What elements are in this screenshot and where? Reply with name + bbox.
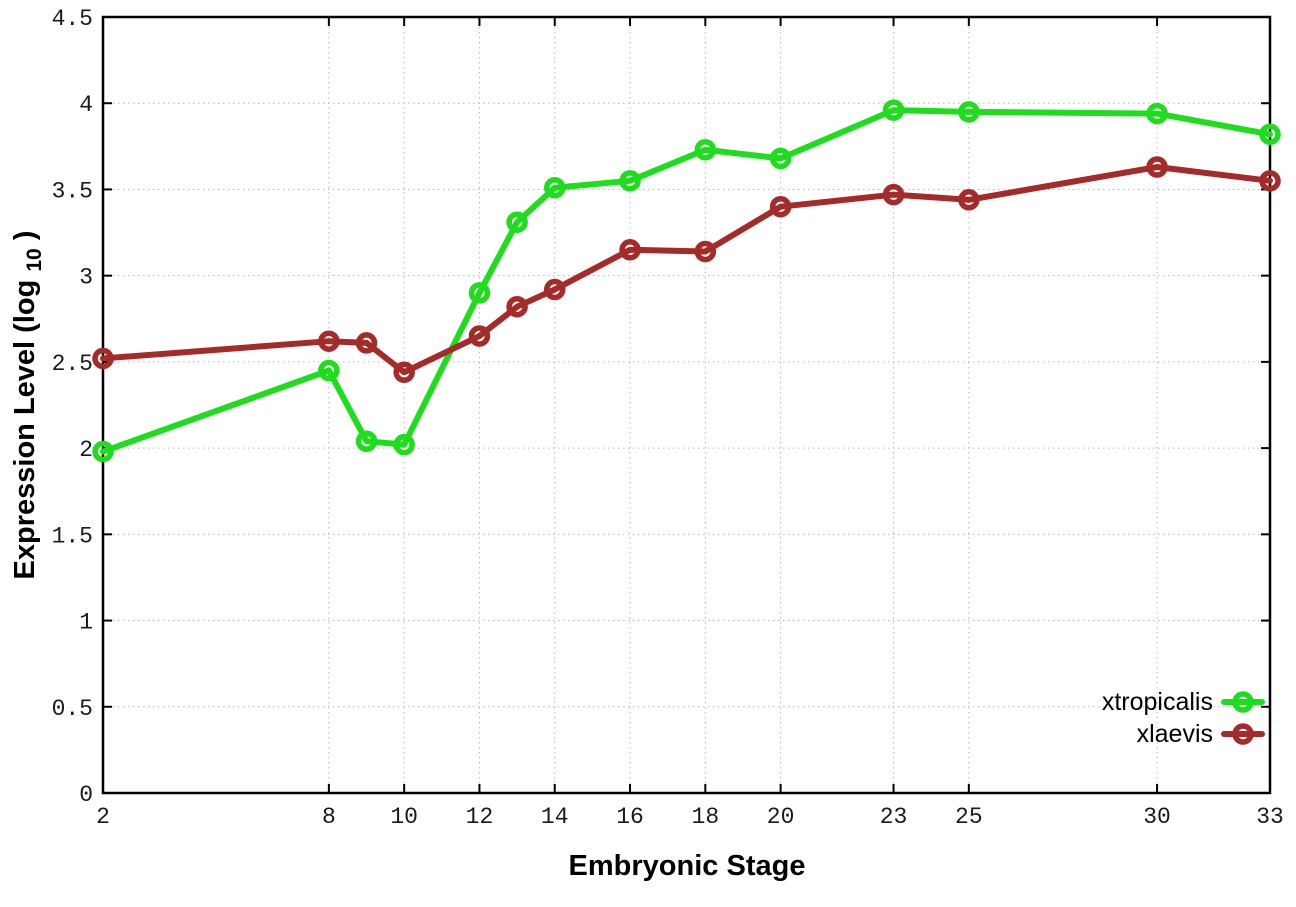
point-xtropicalis-stage-33 xyxy=(1259,123,1281,146)
x-tick-label-25: 25 xyxy=(955,804,983,830)
point-xtropicalis-stage-16 xyxy=(619,170,641,192)
point-xlaevis-stage-9 xyxy=(355,332,378,354)
x-tick-label-23: 23 xyxy=(880,804,908,830)
legend-marker-samples xyxy=(1221,691,1265,745)
x-tick-label-16: 16 xyxy=(616,804,644,830)
y-tick-label-0: 0 xyxy=(79,782,93,808)
y-axis-label-close: ) xyxy=(9,231,41,241)
legend-sample-marker-xlaevis xyxy=(1232,723,1254,745)
point-xlaevis-stage-14 xyxy=(543,278,566,301)
legend-sample-marker-xtropicalis xyxy=(1232,691,1254,713)
point-xlaevis-stage-20 xyxy=(769,195,792,218)
point-xtropicalis-stage-12 xyxy=(468,282,491,304)
x-tick-label-33: 33 xyxy=(1256,804,1284,830)
series-line-xtropicalis xyxy=(100,107,1273,455)
point-xtropicalis-stage-23 xyxy=(882,99,905,121)
x-tick-label-2: 2 xyxy=(96,804,110,830)
y-tick-label-4.5: 4.5 xyxy=(52,6,93,32)
point-xtropicalis-stage-10 xyxy=(393,433,415,456)
point-xtropicalis-stage-25 xyxy=(958,101,980,123)
point-xtropicalis-stage-14 xyxy=(543,176,566,199)
point-xlaevis-stage-33 xyxy=(1259,170,1281,192)
y-tick-label-1: 1 xyxy=(79,610,93,636)
series-xlaevis xyxy=(92,156,1281,383)
y-tick-label-2.5: 2.5 xyxy=(52,351,93,377)
x-tick-label-14: 14 xyxy=(541,804,569,830)
x-axis-label: Embryonic Stage xyxy=(569,850,806,882)
point-xlaevis-stage-13 xyxy=(506,295,528,318)
y-tick-label-0.5: 0.5 xyxy=(52,696,93,722)
point-xtropicalis-stage-20 xyxy=(769,147,792,170)
point-xlaevis-stage-8 xyxy=(318,330,340,352)
plot-border-rect xyxy=(101,15,1272,795)
x-tick-label-30: 30 xyxy=(1143,804,1171,830)
tick-labels: 2 8 10 12 14 16 18 20 23 25 30 33 0 0.5 1 1.5 2 2.5 3 3.5 4 4… xyxy=(52,6,1284,830)
y-tick-label-1.5: 1.5 xyxy=(52,523,93,549)
x-tick-label-12: 12 xyxy=(466,804,494,830)
point-xtropicalis-stage-18 xyxy=(694,139,717,161)
axis-labels: Embryonic Stage Expression Level (log 10… xyxy=(9,231,805,882)
point-xtropicalis-stage-30 xyxy=(1146,102,1168,125)
y-tick-label-4: 4 xyxy=(79,92,93,118)
point-xlaevis-stage-30 xyxy=(1146,156,1168,178)
y-tick-label-3.5: 3.5 xyxy=(52,178,93,204)
series-line-xlaevis xyxy=(100,164,1273,376)
x-tick-label-20: 20 xyxy=(767,804,795,830)
point-xtropicalis-stage-9 xyxy=(355,430,378,452)
series-xtropicalis xyxy=(92,99,1281,463)
point-xlaevis-stage-25 xyxy=(958,189,980,211)
point-xlaevis-stage-18 xyxy=(694,240,717,263)
legend-label-xlaevis: xlaevis xyxy=(1137,720,1213,748)
point-xlaevis-stage-23 xyxy=(882,183,905,206)
x-tick-label-18: 18 xyxy=(692,804,720,830)
point-xtropicalis-stage-13 xyxy=(506,211,528,233)
point-xlaevis-stage-10 xyxy=(393,361,415,383)
y-tick-label-2: 2 xyxy=(79,437,93,463)
y-axis-label: Expression Level (log 10 ) xyxy=(9,231,48,580)
y-axis-label-subscript: 10 xyxy=(23,248,46,271)
point-xlaevis-stage-16 xyxy=(619,239,641,261)
data-series xyxy=(92,99,1281,463)
grid-lines xyxy=(103,17,1270,793)
legend: xtropicalis xlaevis xyxy=(1102,688,1265,748)
point-xlaevis-stage-12 xyxy=(468,325,491,347)
point-xlaevis-stage-2 xyxy=(92,347,114,370)
x-tick-label-10: 10 xyxy=(390,804,418,830)
axis-ticks xyxy=(102,16,1271,794)
y-tick-label-3: 3 xyxy=(79,265,93,291)
plot-border xyxy=(101,15,1272,795)
legend-label-xtropicalis: xtropicalis xyxy=(1102,688,1213,716)
x-tick-label-8: 8 xyxy=(322,804,336,830)
y-axis-label-main: Expression Level (log xyxy=(9,280,41,580)
point-xtropicalis-stage-8 xyxy=(318,359,340,382)
point-xtropicalis-stage-2 xyxy=(92,440,114,463)
